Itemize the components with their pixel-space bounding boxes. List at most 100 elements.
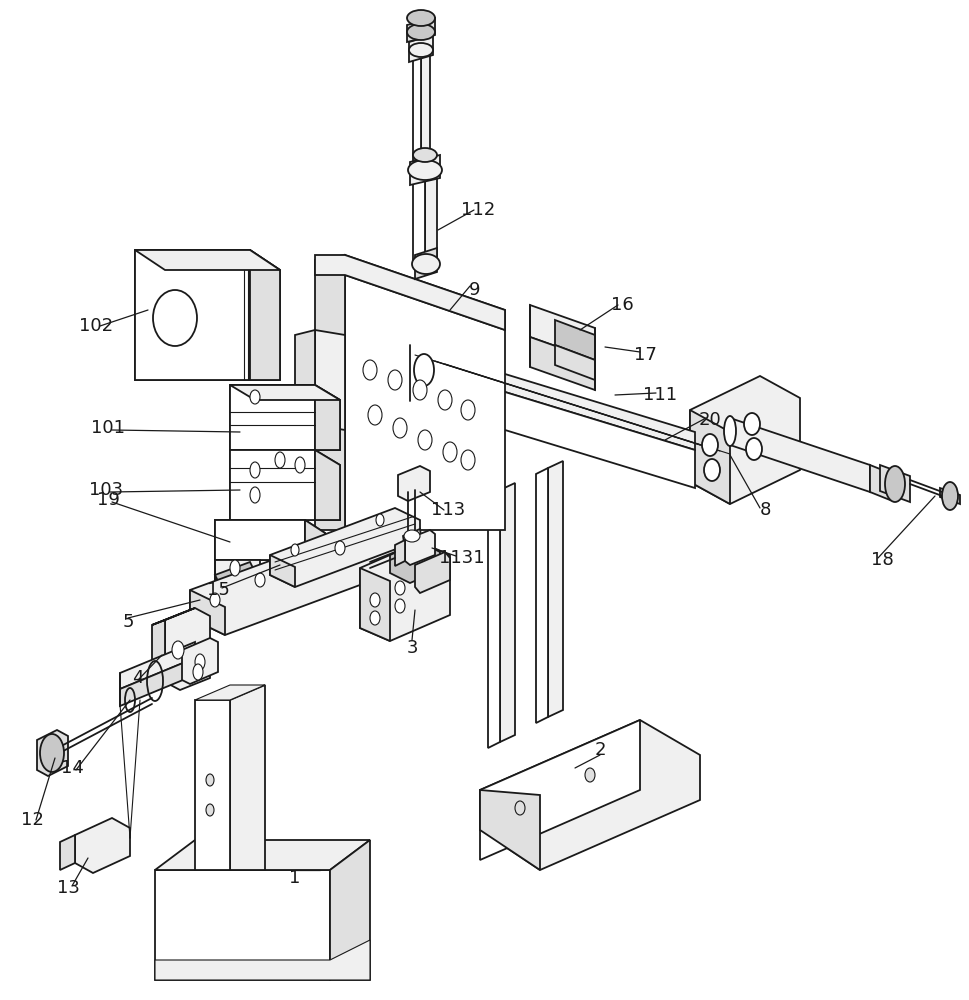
Ellipse shape [723, 416, 735, 446]
Text: 101: 101 [91, 419, 125, 437]
Polygon shape [480, 790, 540, 870]
Text: 14: 14 [60, 759, 83, 777]
Polygon shape [190, 528, 394, 635]
Text: 4: 4 [132, 669, 143, 687]
Text: 3: 3 [406, 639, 418, 657]
Polygon shape [359, 542, 450, 641]
Polygon shape [60, 835, 75, 870]
Polygon shape [397, 466, 429, 501]
Ellipse shape [412, 254, 440, 274]
Text: 111: 111 [642, 386, 676, 404]
Polygon shape [939, 488, 959, 504]
Polygon shape [155, 870, 329, 980]
Polygon shape [230, 385, 315, 450]
Ellipse shape [291, 544, 298, 556]
Text: 12: 12 [20, 811, 44, 829]
Polygon shape [269, 508, 420, 587]
Ellipse shape [413, 148, 437, 162]
Polygon shape [405, 530, 434, 565]
Polygon shape [869, 465, 890, 500]
Ellipse shape [153, 290, 197, 346]
Polygon shape [410, 363, 694, 488]
Text: 103: 103 [89, 481, 123, 499]
Polygon shape [408, 350, 440, 390]
Ellipse shape [334, 541, 345, 555]
Polygon shape [689, 410, 730, 504]
Polygon shape [120, 658, 195, 706]
Text: 15: 15 [206, 581, 230, 599]
Polygon shape [536, 468, 547, 723]
Polygon shape [394, 540, 405, 566]
Ellipse shape [408, 160, 442, 180]
Polygon shape [407, 18, 434, 42]
Polygon shape [220, 565, 250, 593]
Ellipse shape [745, 438, 762, 460]
Polygon shape [554, 345, 594, 380]
Ellipse shape [193, 664, 203, 680]
Ellipse shape [376, 514, 384, 526]
Polygon shape [190, 590, 225, 635]
Polygon shape [390, 542, 440, 583]
Polygon shape [120, 642, 195, 689]
Polygon shape [230, 450, 315, 520]
Text: 18: 18 [870, 551, 892, 569]
Polygon shape [75, 818, 130, 873]
Polygon shape [165, 608, 209, 690]
Polygon shape [37, 730, 68, 776]
Ellipse shape [369, 611, 380, 625]
Polygon shape [547, 461, 562, 717]
Ellipse shape [460, 400, 475, 420]
Polygon shape [315, 330, 345, 430]
Polygon shape [424, 170, 437, 265]
Polygon shape [410, 345, 694, 450]
Polygon shape [480, 720, 700, 870]
Ellipse shape [438, 390, 452, 410]
Ellipse shape [584, 768, 594, 782]
Polygon shape [554, 320, 594, 360]
Ellipse shape [941, 482, 957, 510]
Polygon shape [410, 155, 440, 185]
Ellipse shape [407, 10, 434, 26]
Text: 8: 8 [759, 501, 770, 519]
Ellipse shape [255, 573, 265, 587]
Ellipse shape [394, 599, 405, 613]
Ellipse shape [460, 450, 475, 470]
Ellipse shape [407, 24, 434, 40]
Ellipse shape [367, 405, 382, 425]
Ellipse shape [743, 413, 760, 435]
Polygon shape [230, 385, 340, 450]
Polygon shape [135, 250, 280, 380]
Text: 1131: 1131 [439, 549, 484, 567]
Ellipse shape [209, 593, 220, 607]
Polygon shape [499, 483, 515, 742]
Polygon shape [402, 529, 422, 549]
Text: 13: 13 [56, 879, 79, 897]
Ellipse shape [515, 801, 524, 815]
Polygon shape [135, 250, 280, 270]
Ellipse shape [250, 462, 260, 478]
Ellipse shape [443, 442, 456, 462]
Text: 102: 102 [78, 317, 113, 335]
Polygon shape [415, 248, 437, 279]
Text: 113: 113 [430, 501, 465, 519]
Ellipse shape [369, 593, 380, 607]
Text: 2: 2 [594, 741, 605, 759]
Ellipse shape [884, 466, 904, 502]
Polygon shape [529, 305, 594, 360]
Ellipse shape [418, 430, 431, 450]
Polygon shape [215, 560, 260, 580]
Ellipse shape [172, 641, 184, 659]
Polygon shape [230, 385, 340, 400]
Polygon shape [155, 840, 369, 870]
Polygon shape [315, 255, 345, 530]
Polygon shape [487, 490, 499, 748]
Ellipse shape [362, 360, 377, 380]
Ellipse shape [388, 370, 401, 390]
Polygon shape [304, 520, 325, 560]
Polygon shape [730, 418, 869, 492]
Ellipse shape [250, 390, 260, 404]
Polygon shape [529, 337, 594, 390]
Polygon shape [215, 562, 255, 585]
Polygon shape [315, 450, 340, 520]
Ellipse shape [275, 452, 285, 468]
